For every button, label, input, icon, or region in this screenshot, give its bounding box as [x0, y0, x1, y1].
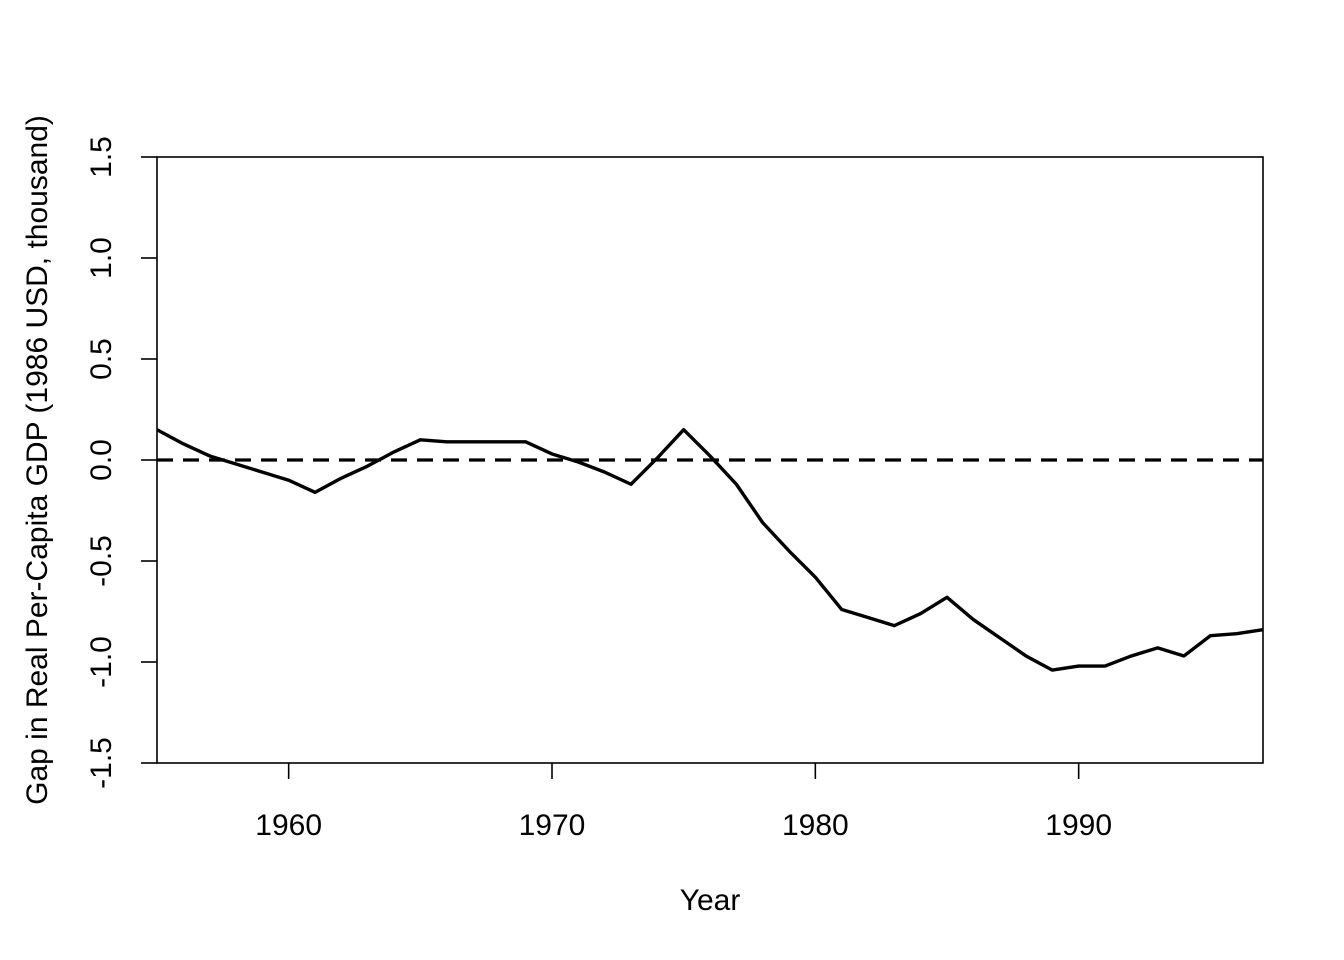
y-tick-label: -1.0 [85, 636, 118, 688]
y-tick-label: 0.5 [85, 338, 118, 380]
y-tick-label: 0.0 [85, 439, 118, 481]
y-tick-label: 1.0 [85, 237, 118, 279]
x-tick-label: 1990 [1045, 809, 1112, 842]
x-tick-label: 1960 [255, 809, 322, 842]
series-line-0 [157, 428, 1263, 672]
axis-layer: 1960 1970 1980 1990 -1.5 -1.0 -0.5 0.0 0.5 1.0 1.5 [85, 136, 1264, 842]
y-tick-label: 1.5 [85, 136, 118, 178]
y-axis-title: Gap in Real Per-Capita GDP (1986 USD, th… [21, 115, 54, 805]
x-axis-title: Year [680, 884, 741, 917]
x-tick-label: 1980 [782, 809, 849, 842]
plot-layer [157, 428, 1263, 672]
y-tick-label: -0.5 [85, 535, 118, 587]
x-tick-label: 1970 [519, 809, 586, 842]
y-tick-label: -1.5 [85, 737, 118, 789]
